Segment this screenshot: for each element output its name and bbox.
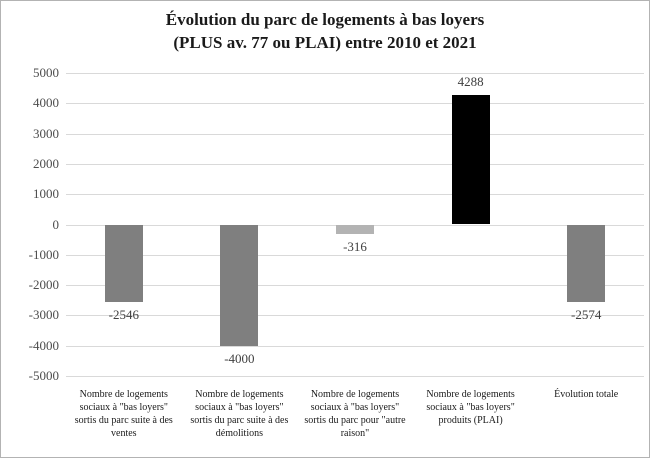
y-tick-label: -4000 — [28, 337, 59, 353]
y-tick-label: 4000 — [33, 95, 59, 111]
x-category-label: Nombre de logements sociaux à "bas loyer… — [304, 389, 406, 439]
y-tick-label: 3000 — [33, 125, 59, 141]
gridline — [66, 376, 644, 377]
chart-title: Évolution du parc de logements à bas loy… — [1, 8, 649, 54]
bar-value-label: -316 — [343, 239, 367, 255]
gridline — [66, 194, 644, 196]
x-category-label: Nombre de logements sociaux à "bas loyer… — [426, 389, 515, 426]
gridline — [66, 345, 644, 347]
bar — [336, 224, 374, 235]
y-tick-label: 0 — [52, 216, 60, 232]
gridline — [66, 133, 644, 135]
y-tick-label: -1000 — [28, 246, 59, 262]
bar — [567, 224, 606, 303]
y-tick-label: -5000 — [28, 368, 59, 383]
bar-value-label: -2574 — [571, 307, 602, 323]
y-tick-label: 5000 — [33, 65, 59, 80]
gridline — [66, 73, 644, 74]
y-tick-label: -2000 — [28, 277, 59, 293]
bar — [451, 94, 490, 225]
bar-value-label: -2546 — [108, 306, 139, 322]
y-axis: 5000 4000 3000 2000 1000 0 -1000 -2000 -3000 -400… — [1, 65, 60, 383]
y-tick-label: -3000 — [28, 307, 59, 323]
y-tick-label: 1000 — [33, 186, 59, 202]
plot-area: -2546 -4000 -316 4288 -2574 — [66, 73, 644, 377]
gridline — [66, 103, 644, 105]
gridline — [66, 285, 644, 287]
bar — [220, 224, 259, 346]
gridline — [66, 163, 644, 165]
bar-value-label: -4000 — [224, 350, 255, 366]
gridline — [66, 315, 644, 317]
x-category-label: Nombre de logements sociaux à "bas loyer… — [190, 389, 289, 439]
x-category-label: Évolution totale — [554, 389, 619, 400]
x-category-label: Nombre de logements sociaux à "bas loyer… — [74, 389, 173, 439]
x-axis: Nombre de logements sociaux à "bas loyer… — [66, 388, 644, 440]
bar-value-label: 4288 — [457, 73, 484, 89]
gridline — [66, 254, 644, 256]
bar — [104, 224, 143, 302]
chart-title-line1: Évolution du parc de logements à bas loy… — [165, 10, 485, 29]
y-tick-label: 2000 — [33, 155, 59, 171]
chart-title-line2: (PLUS av. 77 ou PLAI) entre 2010 et 2021 — [173, 33, 477, 52]
